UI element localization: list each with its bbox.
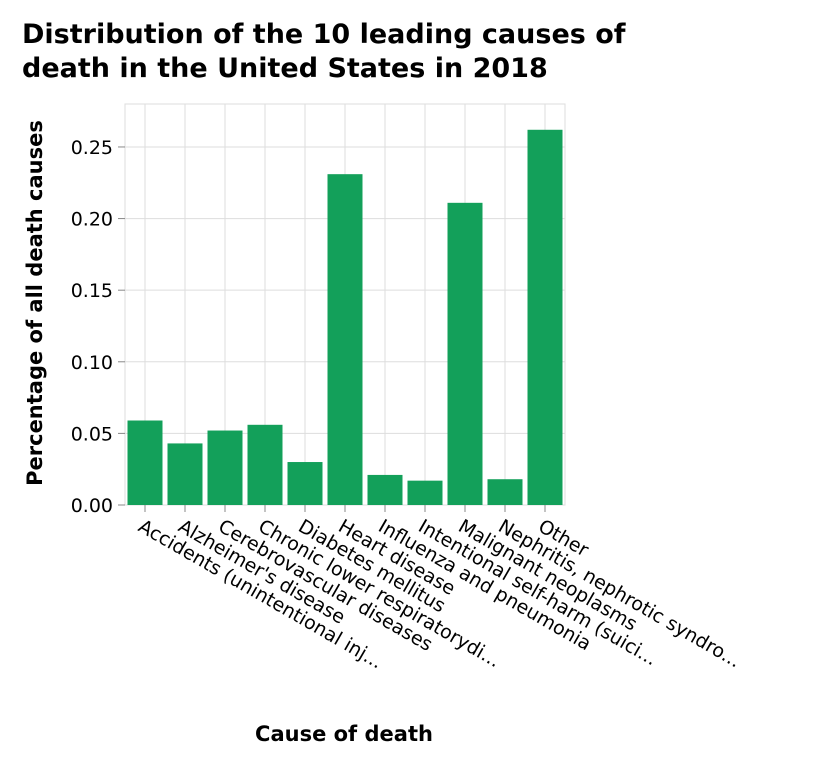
bar <box>447 202 483 505</box>
y-tick-label: 0.25 <box>71 137 113 159</box>
bar <box>127 420 163 505</box>
chart-title-line: death in the United States in 2018 <box>22 53 548 84</box>
bar <box>407 480 443 505</box>
y-tick-label: 0.05 <box>71 423 113 445</box>
bars <box>127 129 563 506</box>
y-axis: 0.00 0.05 0.10 0.15 0.20 0.25 <box>71 137 125 517</box>
bar <box>167 443 203 505</box>
y-tick-label: 0.20 <box>71 209 113 231</box>
x-axis-title: Cause of death <box>255 722 433 746</box>
bar <box>247 424 283 505</box>
bar <box>287 462 323 505</box>
y-tick-label: 0.00 <box>71 495 113 517</box>
bar <box>487 479 523 505</box>
bar <box>327 174 363 506</box>
y-axis-title: Percentage of all death causes <box>23 120 47 486</box>
bar <box>367 474 403 505</box>
y-tick-label: 0.10 <box>71 352 113 374</box>
x-axis: Accidents (unintentional inj...Alzheimer… <box>135 505 744 673</box>
chart-title-line: Distribution of the 10 leading causes of <box>22 19 626 50</box>
y-tick-label: 0.15 <box>71 280 113 302</box>
bar <box>207 430 243 505</box>
chart-title: Distribution of the 10 leading causes of… <box>22 19 626 84</box>
bar <box>527 129 563 505</box>
